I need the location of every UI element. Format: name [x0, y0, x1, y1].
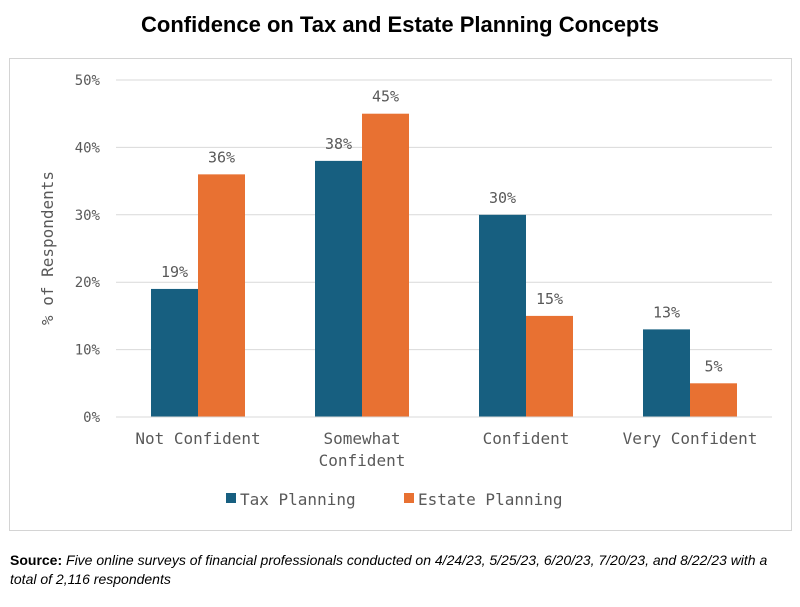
estate-bar [526, 315, 573, 417]
y-tick-label: 40% [75, 140, 101, 156]
tax-bar [315, 160, 362, 417]
chart-title: Confidence on Tax and Estate Planning Co… [141, 12, 659, 37]
y-axis-label: % of Respondents [38, 171, 57, 325]
y-tick-label: 10% [75, 343, 101, 359]
tax-legend-swatch [226, 493, 236, 503]
source-note: Source: Five online surveys of financial… [10, 551, 790, 589]
estate-legend-label: Estate Planning [418, 490, 563, 509]
y-tick-label: 0% [83, 410, 100, 426]
tax-bar [643, 329, 690, 417]
data-label: 45% [372, 88, 399, 106]
data-label: 15% [536, 290, 563, 308]
source-text: Five online surveys of financial profess… [10, 552, 768, 587]
y-tick-label: 50% [75, 73, 101, 89]
data-label: 13% [653, 303, 680, 321]
estate-bar [198, 174, 245, 417]
estate-bar [690, 383, 737, 417]
data-label: 19% [161, 263, 188, 281]
x-tick-label: Confident [483, 429, 570, 448]
data-label: 36% [208, 148, 235, 166]
estate-legend-swatch [404, 493, 414, 503]
x-tick-label: Somewhat [323, 429, 400, 448]
source-label: Source: [10, 552, 63, 568]
data-label: 38% [325, 135, 352, 153]
x-tick-label: Not Confident [135, 429, 260, 448]
y-tick-label: 20% [75, 275, 101, 291]
chart-frame [9, 58, 792, 531]
tax-bar [479, 214, 526, 417]
x-tick-label: Very Confident [623, 429, 758, 448]
x-tick-label: Confident [319, 451, 406, 470]
data-label: 5% [704, 357, 722, 375]
tax-legend-label: Tax Planning [240, 490, 356, 509]
data-label: 30% [489, 189, 516, 207]
y-tick-label: 30% [75, 208, 101, 224]
tax-bar [151, 288, 198, 417]
estate-bar [362, 113, 409, 417]
